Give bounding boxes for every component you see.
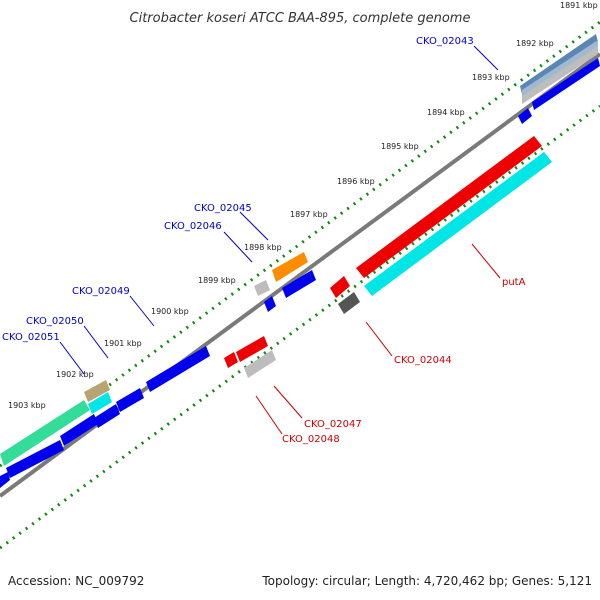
label-puta: putA bbox=[502, 277, 526, 288]
kbp-label-1894: 1894 kbp bbox=[427, 108, 465, 117]
kbp-label-1891: 1891 kbp bbox=[560, 1, 598, 10]
gene-blue-1903-a bbox=[60, 414, 98, 446]
gene-cko-02049-cds bbox=[146, 346, 210, 392]
leader-cko-02049 bbox=[129, 295, 155, 327]
label-cko-02051: CKO_02051 bbox=[2, 332, 60, 343]
leader-cko-02046 bbox=[223, 231, 253, 263]
kbp-label-1898: 1898 kbp bbox=[244, 243, 282, 252]
gene-small-blue-1899 bbox=[264, 296, 276, 312]
label-cko-02047: CKO_02047 bbox=[304, 419, 362, 430]
gene-cko-02045-cds bbox=[272, 252, 308, 282]
kbp-label-1899: 1899 kbp bbox=[198, 276, 236, 285]
label-cko-02050: CKO_02050 bbox=[26, 316, 84, 327]
gene-tan-feature bbox=[84, 380, 110, 402]
kbp-label-1897: 1897 kbp bbox=[290, 210, 328, 219]
kbp-label-1896: 1896 kbp bbox=[337, 177, 375, 186]
leader-cko-02051 bbox=[59, 341, 85, 375]
gene-cko-02050-cds bbox=[116, 388, 144, 412]
kbp-label-1902: 1902 kbp bbox=[56, 370, 94, 379]
kbp-label-1892: 1892 kbp bbox=[516, 39, 554, 48]
leader-puta bbox=[471, 243, 501, 279]
gene-blue-1903-c bbox=[0, 472, 10, 488]
gene-cko-02043-feature-3 bbox=[522, 46, 598, 104]
gene-cko-02051-cds bbox=[94, 404, 120, 428]
map-title: Citrobacter koseri ATCC BAA-895, complet… bbox=[130, 11, 471, 26]
kbp-label-1903: 1903 kbp bbox=[8, 401, 46, 410]
kbp-label-1893: 1893 kbp bbox=[472, 73, 510, 82]
label-cko-02043: CKO_02043 bbox=[416, 36, 474, 47]
gene-puta-cds bbox=[356, 136, 542, 278]
footer-accession: Accession: NC_009792 bbox=[8, 574, 144, 588]
label-cko-02048: CKO_02048 bbox=[282, 434, 340, 445]
leader-cko-02048 bbox=[255, 395, 283, 435]
leader-cko-02045 bbox=[239, 211, 269, 241]
gene-green-feature bbox=[0, 400, 90, 466]
gene-cko-02046-cds bbox=[282, 270, 316, 298]
leader-cko-02047 bbox=[273, 385, 303, 419]
label-cko-02044: CKO_02044 bbox=[394, 355, 452, 366]
inner-tick-track bbox=[0, 104, 600, 550]
gene-cko-02048-cds bbox=[224, 352, 238, 368]
gene-cko-02047-feature bbox=[244, 350, 276, 378]
gene-cyan-feature-left bbox=[88, 392, 112, 414]
footer-topology: Topology: circular; Length: 4,720,462 bp… bbox=[261, 574, 592, 588]
leader-cko-02043 bbox=[473, 45, 499, 71]
gene-cko-02044-cds-small bbox=[330, 276, 350, 298]
label-cko-02049: CKO_02049 bbox=[72, 286, 130, 297]
gene-small-gray-1899 bbox=[254, 280, 270, 296]
kbp-label-1900: 1900 kbp bbox=[151, 307, 189, 316]
gene-small-blue-1894 bbox=[518, 108, 532, 124]
genome-backbone bbox=[0, 52, 600, 498]
gene-puta-feature bbox=[364, 152, 552, 296]
label-cko-02046: CKO_02046 bbox=[164, 221, 222, 232]
kbp-label-1895: 1895 kbp bbox=[381, 142, 419, 151]
gene-blue-1903-b bbox=[6, 440, 64, 478]
gene-cko-02047-cds bbox=[236, 336, 268, 362]
kbp-label-1901: 1901 kbp bbox=[104, 339, 142, 348]
gene-cko-02044-feature bbox=[338, 292, 360, 314]
leader-cko-02050 bbox=[83, 325, 109, 359]
label-cko-02045: CKO_02045 bbox=[194, 203, 252, 214]
leader-cko-02044 bbox=[365, 321, 393, 357]
gene-cko-02043-cds bbox=[532, 58, 600, 110]
